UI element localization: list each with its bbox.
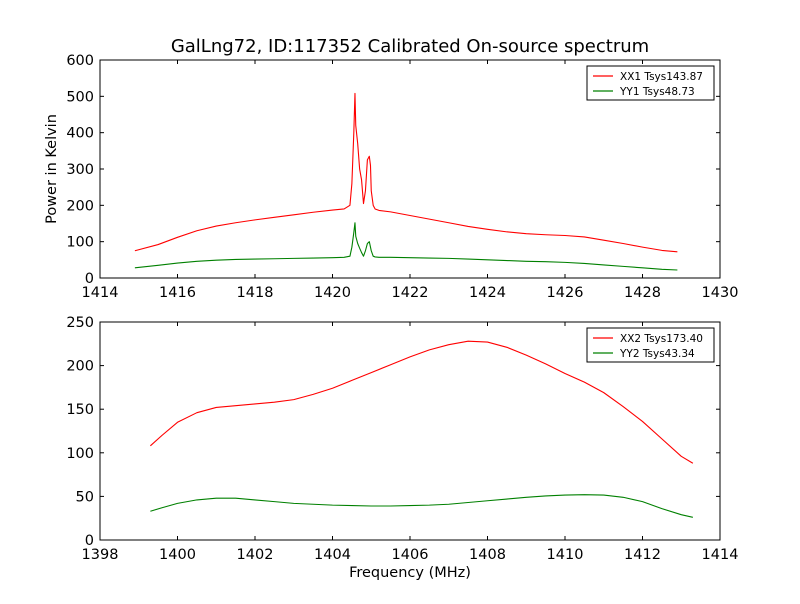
bottom-x-tick-label: 1414 [702, 547, 739, 563]
top-y-tick-label: 100 [66, 235, 94, 251]
chart-title: GalLng72, ID:117352 Calibrated On-source… [171, 36, 649, 57]
top-y-tick-label: 0 [85, 271, 94, 287]
top-x-tick-label: 1414 [82, 285, 119, 301]
bottom-y-tick-label: 150 [66, 402, 94, 418]
bottom-series-line-1 [150, 340, 694, 464]
bottom-x-tick-label: 1406 [392, 547, 429, 563]
top-y-tick-label: 600 [66, 53, 94, 69]
top-y-tick-label: 200 [66, 198, 94, 214]
top-x-tick-label: 1422 [392, 285, 429, 301]
bottom-y-tick-label: 0 [85, 533, 94, 549]
top-y-tick-label: 500 [66, 89, 94, 105]
top-legend-label-1: XX1 Tsys143.87 [620, 71, 703, 83]
top-x-tick-label: 1430 [702, 285, 739, 301]
bottom-y-tick-label: 250 [66, 315, 94, 331]
bottom-x-tick-label: 1412 [624, 547, 661, 563]
top-y-axis-label: Power in Kelvin [44, 114, 60, 224]
top-panel: 1414 1416 1418 1420 1422 1424 1426 1428 1430 0 100… [44, 53, 738, 301]
top-legend-label-2: YY1 Tsys48.73 [619, 86, 695, 98]
bottom-x-tick-label: 1400 [159, 547, 196, 563]
top-x-tick-label: 1426 [547, 285, 584, 301]
top-legend-box [586, 65, 715, 101]
bottom-legend-box [586, 327, 715, 363]
bottom-panel: 1398 1400 1402 1404 1406 1408 1410 1412 1414 0 50 1… [66, 315, 738, 581]
bottom-y-tick-label: 100 [66, 446, 94, 462]
bottom-series-line-2 [150, 494, 693, 518]
bottom-x-axis-label: Frequency (MHz) [349, 565, 471, 581]
top-x-tick-label: 1416 [159, 285, 196, 301]
top-legend: XX1 Tsys143.87 YY1 Tsys48.73 [586, 65, 715, 101]
bottom-x-tick-label: 1408 [469, 547, 506, 563]
top-series-line-1 [134, 92, 678, 253]
bottom-legend-label-1: XX2 Tsys173.40 [620, 333, 703, 345]
top-y-tick-label: 400 [66, 126, 94, 142]
top-series-line-2 [134, 222, 678, 271]
top-x-tick-label: 1418 [237, 285, 274, 301]
bottom-y-tick-label: 50 [76, 489, 94, 505]
top-y-tick-label: 300 [66, 162, 94, 178]
bottom-legend: XX2 Tsys173.40 YY2 Tsys43.34 [586, 327, 715, 363]
bottom-x-tick-label: 1410 [547, 547, 584, 563]
bottom-legend-label-2: YY2 Tsys43.34 [619, 348, 695, 360]
bottom-y-tick-label: 200 [66, 359, 94, 375]
bottom-x-tick-label: 1404 [314, 547, 351, 563]
top-x-tick-label: 1420 [314, 285, 351, 301]
bottom-x-tick-label: 1398 [82, 547, 119, 563]
bottom-x-tick-label: 1402 [237, 547, 274, 563]
top-x-tick-label: 1424 [469, 285, 506, 301]
top-x-tick-label: 1428 [624, 285, 661, 301]
